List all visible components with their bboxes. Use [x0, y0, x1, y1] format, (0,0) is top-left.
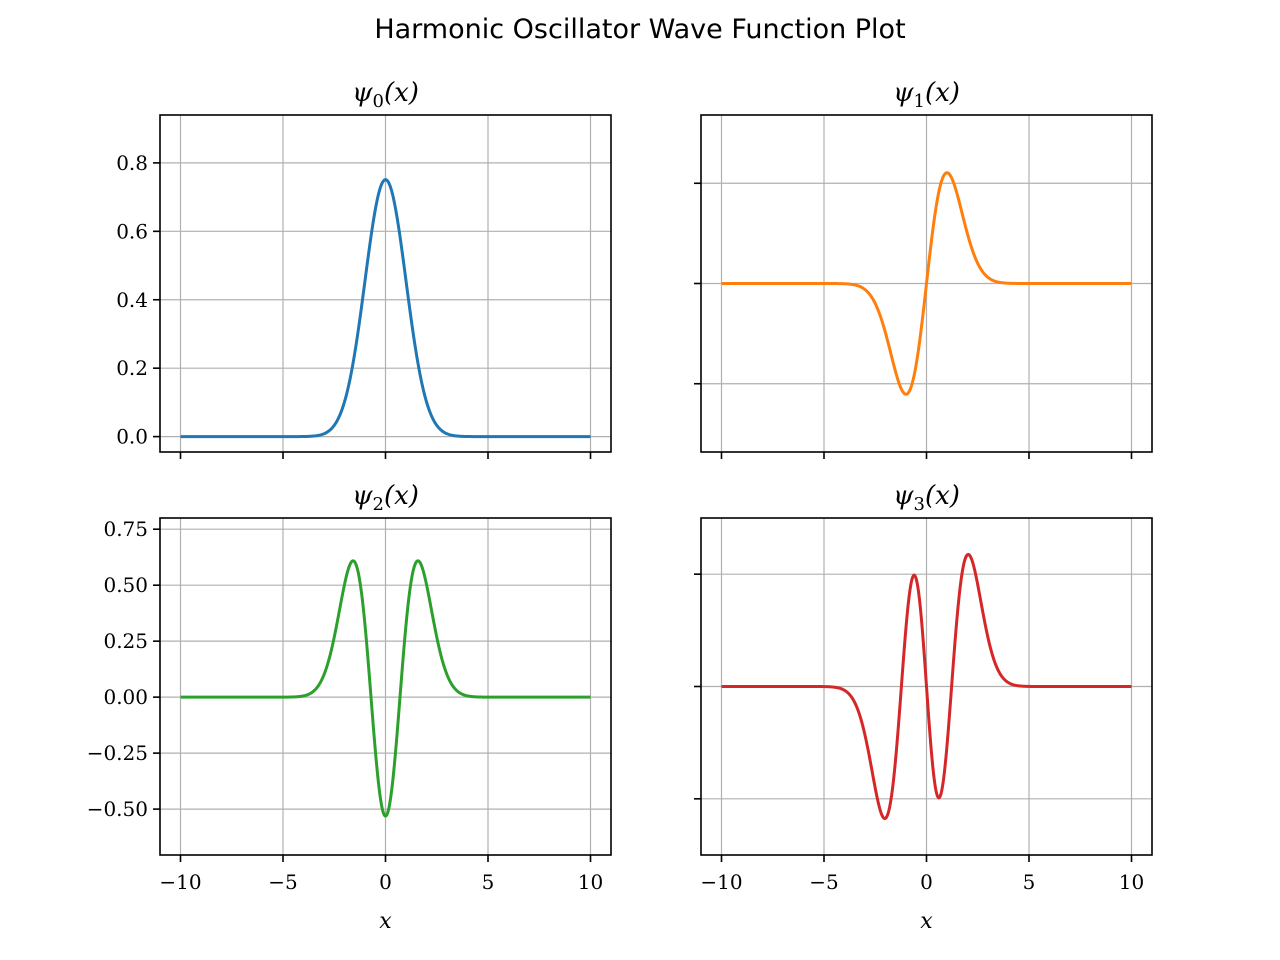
series-line-psi1: [721, 171, 1132, 396]
x-tick-label: 5: [1023, 870, 1036, 894]
subplot-1: ψ1(x): [694, 78, 1153, 459]
subplot-title: ψ2(x): [352, 481, 419, 515]
subplot-2: −10 −5 0 5 10 −0.50 −0.25 0.00 0.25 0.50 0.75 ψ2(x)…: [87, 481, 612, 934]
x-tick-label: 0: [920, 870, 933, 894]
y-tick-label: 0.4: [116, 288, 148, 312]
x-tick-label: −10: [159, 870, 201, 894]
x-tick-label: 5: [482, 870, 495, 894]
series-line-psi2: [180, 559, 591, 818]
subplot-0: 0.0 0.2 0.4 0.6 0.8 ψ0(x): [116, 78, 612, 459]
x-axis-label: x: [379, 909, 392, 934]
x-tick-label: −5: [268, 870, 297, 894]
y-tick-label: 0.50: [103, 573, 148, 597]
x-axis-label: x: [920, 909, 933, 934]
x-tick-label: 10: [1119, 870, 1144, 894]
y-tick-label: 0.6: [116, 219, 148, 243]
x-tick-label: −10: [700, 870, 742, 894]
y-tick-label: 0.25: [103, 629, 148, 653]
x-tick-label: 10: [578, 870, 603, 894]
y-tick-label: −0.50: [87, 797, 148, 821]
subplot-title: ψ3(x): [893, 481, 960, 515]
subplot-3: −10 −5 0 5 10 ψ3(x) x: [694, 481, 1153, 934]
subplot-title: ψ1(x): [893, 78, 960, 112]
y-tick-label: 0.75: [103, 517, 148, 541]
y-tick-label: 0.2: [116, 356, 148, 380]
figure-title: Harmonic Oscillator Wave Function Plot: [374, 14, 906, 45]
subplot-title: ψ0(x): [352, 78, 419, 112]
y-tick-label: 0.00: [103, 685, 148, 709]
y-tick-label: 0.0: [116, 425, 148, 449]
x-tick-label: −5: [809, 870, 838, 894]
y-tick-label: −0.25: [87, 741, 148, 765]
y-tick-label: 0.8: [116, 151, 148, 175]
series-line-psi3: [721, 552, 1132, 821]
series-line-psi0: [180, 178, 591, 439]
x-tick-label: 0: [379, 870, 392, 894]
